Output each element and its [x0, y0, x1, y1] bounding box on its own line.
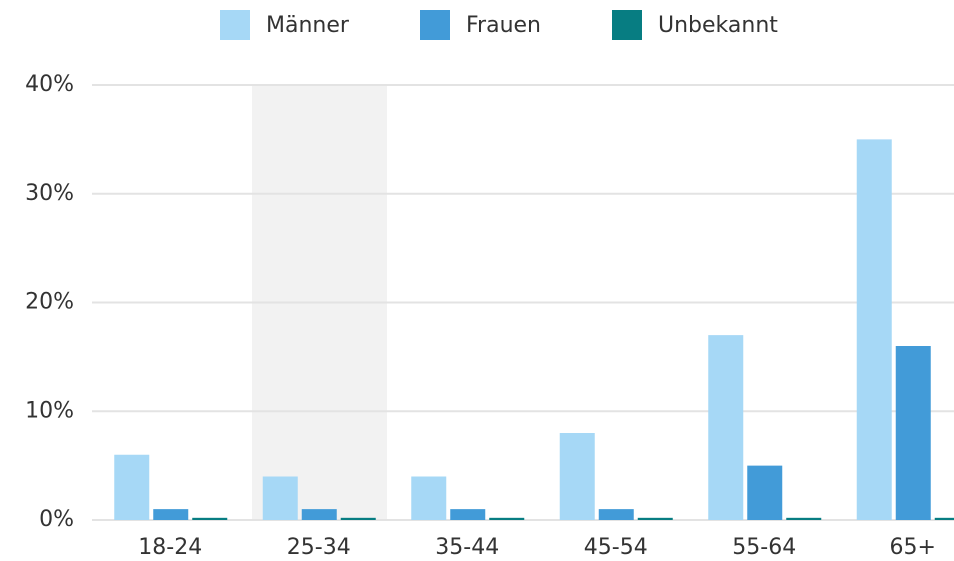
bar	[411, 476, 447, 520]
legend-swatch	[420, 10, 450, 40]
y-tick-label: 0%	[39, 507, 74, 532]
bar	[598, 509, 634, 520]
legend-label: Frauen	[466, 13, 541, 38]
legend-label: Unbekannt	[658, 13, 778, 38]
bar	[192, 517, 228, 520]
bar	[637, 517, 673, 520]
x-tick-label: 65+	[890, 535, 936, 560]
bar	[856, 139, 892, 520]
y-tick-label: 30%	[25, 181, 74, 206]
bar	[153, 509, 189, 520]
bar	[262, 476, 298, 520]
x-tick-label: 45-54	[584, 535, 648, 560]
bar	[450, 509, 486, 520]
bar	[114, 454, 150, 520]
bar	[559, 433, 595, 520]
bar	[301, 509, 337, 520]
legend-swatch	[612, 10, 642, 40]
x-tick-label: 18-24	[138, 535, 202, 560]
x-tick-label: 55-64	[732, 535, 796, 560]
y-tick-label: 40%	[25, 72, 74, 97]
bar	[895, 346, 931, 520]
bar	[747, 465, 783, 520]
bar	[489, 517, 525, 520]
bar	[340, 517, 376, 520]
bar	[934, 517, 954, 520]
y-tick-label: 10%	[25, 398, 74, 423]
legend-label: Männer	[266, 13, 350, 38]
x-tick-label: 35-44	[435, 535, 499, 560]
legend-swatch	[220, 10, 250, 40]
bar	[786, 517, 822, 520]
bar	[708, 335, 744, 520]
x-tick-label: 25-34	[287, 535, 351, 560]
y-tick-label: 20%	[25, 290, 74, 315]
